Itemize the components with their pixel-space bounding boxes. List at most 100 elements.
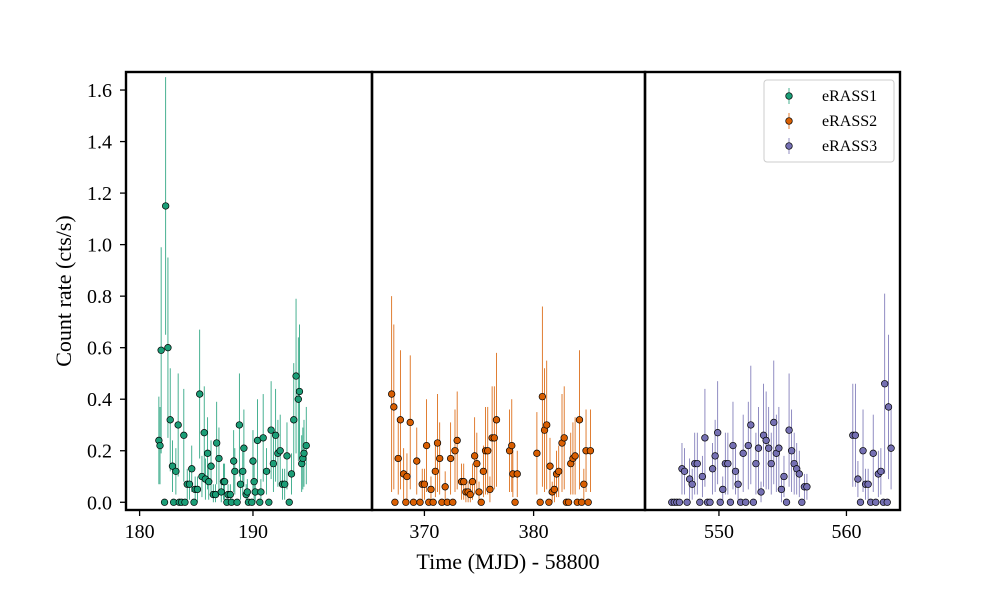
x-tick-label: 370 [409,521,439,543]
panel-erass1: 180 190 [125,70,374,543]
panel-erass3: 550 560 [643,70,902,543]
data-point [249,457,257,465]
data-point [856,498,865,506]
data-point [571,452,579,460]
data-point [269,459,278,468]
points-erass3 [668,380,895,506]
data-point [172,467,180,476]
data-point [248,498,256,506]
y-tick-label: 0.6 [87,338,112,360]
legend-marker-erass2 [785,117,793,125]
data-point [429,498,437,506]
data-point [300,449,308,457]
data-point [580,480,588,488]
data-point [217,488,225,496]
data-point [473,459,481,468]
data-point [188,465,196,473]
data-point [449,498,457,506]
data-point [231,467,239,476]
y-tick-label: 1.4 [87,132,112,154]
data-point [564,498,573,506]
data-point [546,462,554,470]
data-point [240,444,248,452]
data-point [295,387,304,396]
y-axis-title: Count rate (cts/s) [51,215,76,367]
data-point [233,498,241,506]
data-point [267,426,275,434]
data-point [508,441,516,450]
data-point [757,488,765,496]
legend-marker-erass1 [785,92,793,100]
data-point [550,485,559,494]
data-point [536,498,544,506]
data-point [787,447,796,455]
data-point [854,475,862,483]
data-point [156,441,164,450]
data-point [767,459,775,468]
data-point [406,418,414,427]
data-point [236,480,245,488]
data-point [436,454,444,463]
data-point [460,478,468,486]
data-point [864,480,872,488]
data-point [416,498,424,506]
x-tick-label: 550 [704,521,734,543]
data-point [851,431,860,439]
data-point [243,488,251,496]
data-point [706,498,714,506]
data-point [160,498,169,506]
data-point [239,467,247,476]
data-point [782,498,791,506]
data-point [739,449,747,457]
points-erass1 [155,202,310,506]
data-point [203,449,212,457]
data-point [394,454,402,463]
data-point [754,444,763,452]
data-point [409,498,418,506]
data-point [883,498,891,506]
data-point [235,421,244,429]
data-point [265,498,273,506]
data-point [276,447,284,455]
data-point [716,498,724,506]
data-point [283,452,291,460]
x-tick-label: 560 [831,521,861,543]
data-point [881,380,889,388]
data-point [166,416,174,424]
data-point [402,498,410,506]
x-tick-label: 380 [519,521,549,543]
data-point [285,498,293,506]
data-point [486,485,494,494]
data-point [420,480,429,488]
legend-box [763,79,895,163]
data-point [490,434,498,442]
data-point [578,498,586,506]
data-point [174,421,182,429]
data-point [734,480,742,488]
data-point [453,436,461,445]
legend-label-erass2: eRASS2 [822,113,877,130]
data-point [388,390,396,398]
data-point [431,467,439,476]
panel-frame [643,70,902,512]
data-point [729,441,737,450]
data-point [157,346,165,354]
data-point [701,434,709,442]
legend-label-erass3: eRASS3 [822,138,877,155]
data-point [441,483,449,491]
data-point [403,472,411,481]
data-point [775,444,783,452]
data-point [200,429,208,437]
data-point [492,416,501,424]
data-point [803,483,811,491]
data-point [451,447,459,455]
data-point [226,490,234,499]
data-point [287,470,296,478]
data-point [427,485,435,494]
data-point [798,498,806,506]
data-point [545,498,553,506]
data-point [877,467,885,476]
data-point [302,441,310,450]
data-point [765,444,773,452]
